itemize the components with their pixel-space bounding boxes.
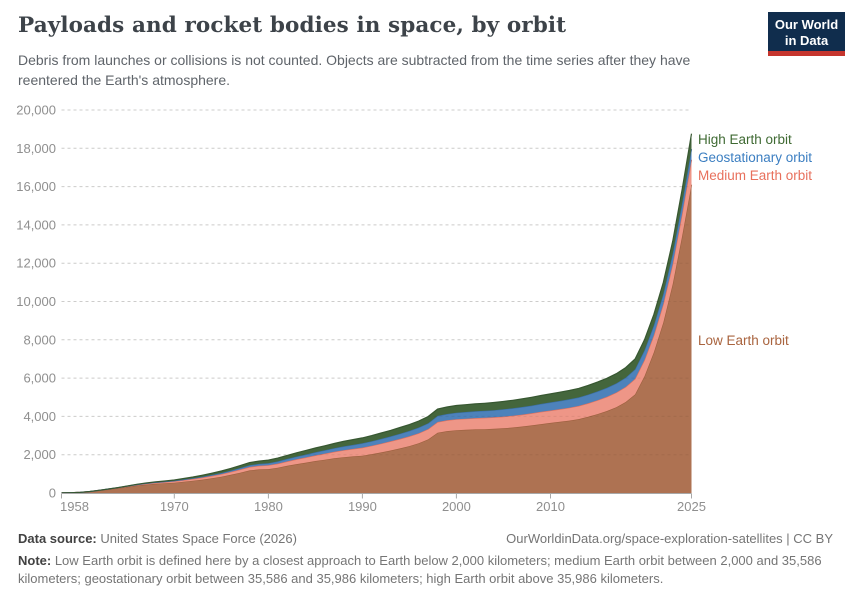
svg-text:2010: 2010	[536, 499, 565, 514]
data-source: Data source: United States Space Force (…	[18, 531, 297, 546]
svg-text:16,000: 16,000	[16, 179, 56, 194]
svg-text:12,000: 12,000	[16, 256, 56, 271]
legend-label-medium-earth-orbit[interactable]: Medium Earth orbit	[698, 168, 812, 183]
page-title: Payloads and rocket bodies in space, by …	[18, 13, 567, 38]
legend-label-geostationary-orbit[interactable]: Geostationary orbit	[698, 150, 812, 165]
area-high-earth-orbit[interactable]	[61, 133, 692, 493]
legend-label-high-earth-orbit[interactable]: High Earth orbit	[698, 132, 792, 147]
y-axis-labels: 0 2,000 4,000 6,000 8,000 10,000 12,000 14,000 1…	[16, 103, 56, 501]
logo-line1: Our World	[774, 17, 839, 32]
svg-text:1990: 1990	[348, 499, 377, 514]
svg-text:6,000: 6,000	[23, 371, 56, 386]
gridline-overlay	[61, 109, 692, 456]
owid-citation-link[interactable]: OurWorldinData.org/space-exploration-sat…	[506, 531, 833, 546]
data-source-label: Data source:	[18, 531, 97, 546]
footnote-text: Low Earth orbit is defined here by a clo…	[18, 553, 822, 587]
area-series	[61, 133, 693, 494]
svg-text:10,000: 10,000	[16, 294, 56, 309]
svg-text:18,000: 18,000	[16, 141, 56, 156]
svg-text:1970: 1970	[160, 499, 189, 514]
area-geostationary-orbit[interactable]	[61, 149, 692, 493]
footnote: Note: Low Earth orbit is defined here by…	[18, 552, 836, 588]
footer-source-row: Data source: United States Space Force (…	[18, 531, 833, 546]
svg-text:2025: 2025	[677, 499, 706, 514]
svg-text:20,000: 20,000	[16, 103, 56, 118]
svg-text:14,000: 14,000	[16, 217, 56, 232]
legend-label-low-earth-orbit[interactable]: Low Earth orbit	[698, 333, 789, 348]
svg-text:2,000: 2,000	[23, 447, 56, 462]
area-low-earth-orbit[interactable]	[61, 184, 692, 493]
svg-text:1980: 1980	[254, 499, 283, 514]
x-axis: 1958 1970 1980 1990 2000 2010 2025	[60, 493, 706, 514]
svg-text:4,000: 4,000	[23, 409, 56, 424]
logo-line2: in Data	[784, 32, 829, 48]
footnote-label: Note:	[18, 553, 52, 568]
svg-text:0: 0	[49, 486, 56, 501]
data-source-value: United States Space Force (2026)	[96, 531, 297, 546]
svg-text:2000: 2000	[442, 499, 471, 514]
owid-logo[interactable]: Our World in Data	[768, 12, 845, 57]
svg-text:8,000: 8,000	[23, 332, 56, 347]
series-labels: High Earth orbit Geostationary orbit Mediu…	[698, 132, 812, 348]
line-high-earth-orbit	[61, 133, 693, 494]
svg-text:1958: 1958	[60, 499, 89, 514]
chart-subtitle: Debris from launches or collisions is no…	[18, 52, 691, 89]
